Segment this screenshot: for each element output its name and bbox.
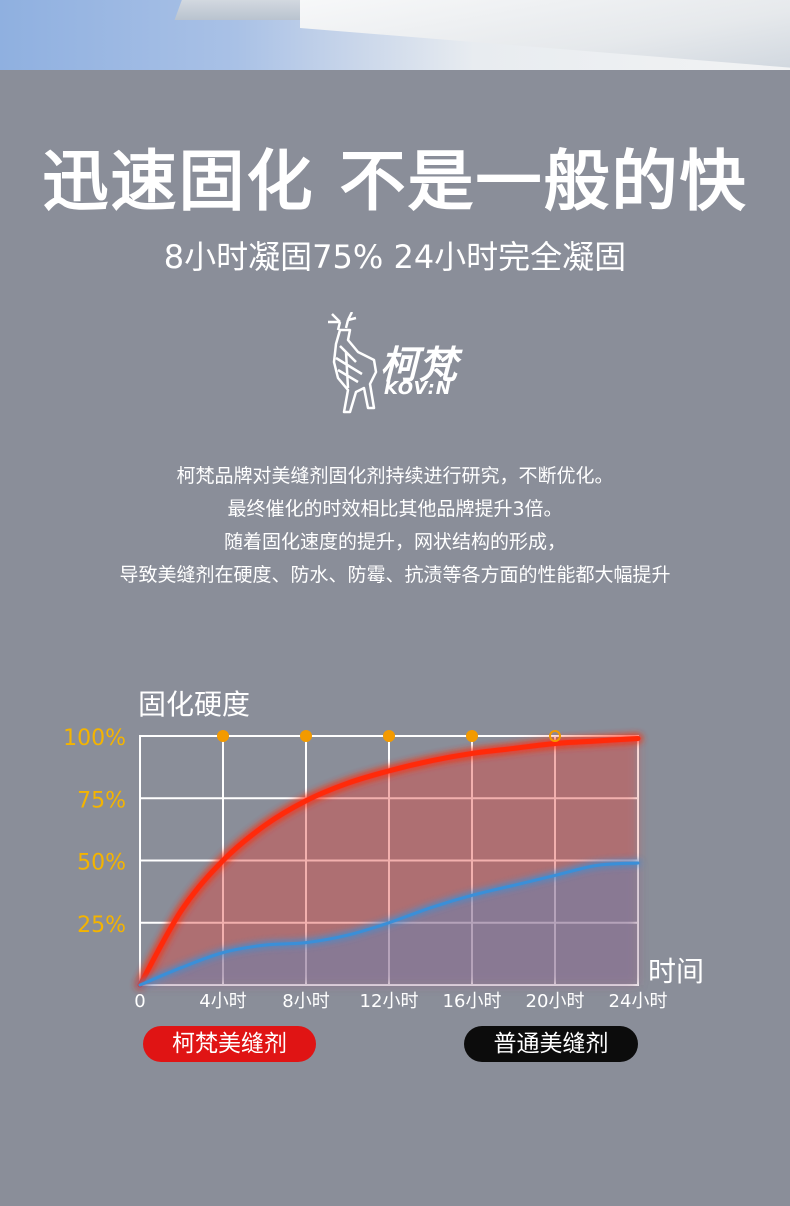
- brand-logo: 柯梵 KOV:N: [318, 311, 478, 416]
- description-line: 随着固化速度的提升，网状结构的形成，: [223, 531, 566, 553]
- chart-markers: [217, 730, 561, 742]
- description-line: 导致美缝剂在硬度、防水、防霉、抗渍等各方面的性能都大幅提升: [119, 564, 671, 586]
- x-tick-label: 12小时: [360, 991, 419, 1012]
- x-tick-label: 24小时: [609, 991, 668, 1012]
- full-cure-marker: [300, 730, 312, 742]
- chart-labels: 25% 50% 75% 100% 0 4小时 8小时 12小时 16小时 20小时 24小时 时间: [63, 726, 704, 1012]
- y-tick-label: 100%: [63, 726, 126, 751]
- description-line: 最终催化的时效相比其他品牌提升3倍。: [227, 498, 563, 520]
- curing-hardness-chart: 25% 50% 75% 100% 0 4小时 8小时 12小时 16小时 20小时 24小时 时间: [63, 726, 704, 1012]
- chart-lines: [135, 733, 643, 990]
- deer-logo-icon: [328, 311, 378, 414]
- y-tick-label: 25%: [77, 913, 126, 938]
- y-tick-label: 50%: [77, 851, 126, 876]
- marble-slab-image: [300, 0, 790, 70]
- x-axis-label: 时间: [648, 955, 704, 988]
- x-tick-label: 0: [134, 991, 145, 1012]
- full-cure-marker: [466, 730, 478, 742]
- legend-kofan: 柯梵美缝剂: [143, 1026, 316, 1062]
- subheadline: 8小时凝固75% 24小时完全凝固: [163, 238, 627, 276]
- full-cure-marker: [383, 730, 395, 742]
- description-paragraph: 柯梵品牌对美缝剂固化剂持续进行研究，不断优化。 最终催化的时效相比其他品牌提升3…: [0, 460, 790, 592]
- x-tick-label: 16小时: [443, 991, 502, 1012]
- series-kofan-line: [137, 735, 641, 988]
- logo-english-text: KOV:N: [384, 378, 452, 399]
- x-tick-label: 20小时: [526, 991, 585, 1012]
- headline: 迅速固化 不是一般的快: [42, 143, 748, 220]
- legend-regular: 普通美缝剂: [464, 1026, 638, 1062]
- full-cure-marker: [549, 730, 561, 742]
- logo-chinese-text: 柯梵: [380, 343, 459, 387]
- chart-title: 固化硬度: [138, 688, 251, 721]
- series-regular-line: [138, 861, 640, 987]
- description-line: 柯梵品牌对美缝剂固化剂持续进行研究，不断优化。: [176, 465, 614, 487]
- x-tick-label: 4小时: [199, 991, 246, 1012]
- x-tick-label: 8小时: [282, 991, 329, 1012]
- y-tick-label: 75%: [77, 788, 126, 813]
- full-cure-marker: [217, 730, 229, 742]
- top-banner-image: [0, 0, 790, 70]
